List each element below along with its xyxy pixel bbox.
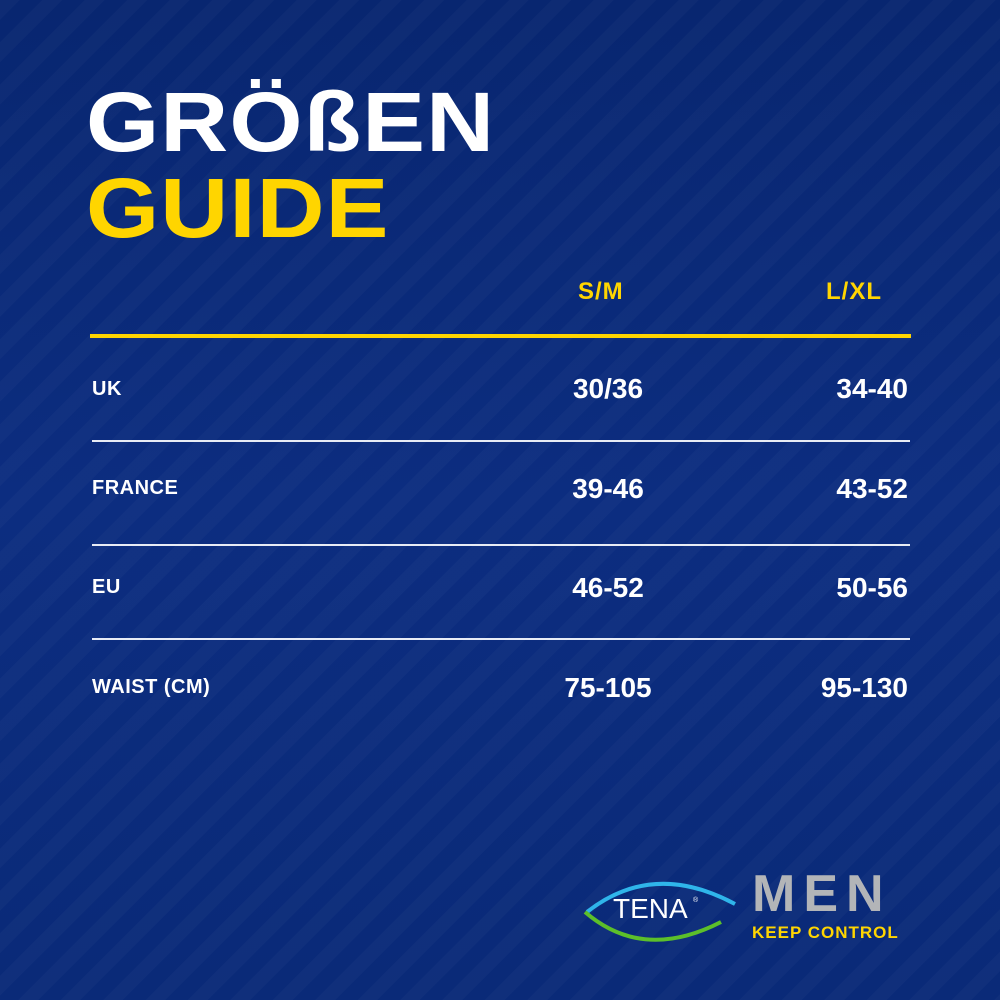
- value-s-m: 30/36: [572, 373, 644, 404]
- svg-text:®: ®: [693, 896, 699, 904]
- title-line-2: GUIDE: [86, 161, 390, 255]
- value-l-xl: 43-52: [836, 473, 908, 504]
- value-s-m: 75-105: [564, 672, 652, 703]
- header-divider: [90, 334, 911, 338]
- column-header-l-xl: L/XL: [826, 278, 882, 305]
- row-label: EU: [92, 576, 121, 598]
- tena-swoosh-icon: TENA ®: [583, 881, 736, 942]
- row-label: FRANCE: [92, 477, 179, 499]
- row-divider: [92, 544, 910, 546]
- column-header-s-m: S/M: [578, 278, 624, 305]
- brand-product: MEN: [752, 865, 892, 923]
- value-s-m: 39-46: [572, 473, 644, 504]
- title-line-1: GRÖßEN: [86, 75, 496, 169]
- value-s-m: 46-52: [572, 572, 644, 603]
- value-l-xl: 95-130: [820, 672, 908, 703]
- tena-logo-text: TENA: [613, 893, 688, 924]
- value-l-xl: 34-40: [836, 373, 908, 404]
- value-l-xl: 50-56: [836, 572, 908, 603]
- row-divider: [92, 440, 910, 442]
- brand-tagline: KEEP CONTROL: [752, 923, 899, 942]
- row-label: UK: [92, 378, 122, 400]
- row-divider: [92, 638, 910, 640]
- tena-logo: TENA ®: [583, 872, 743, 942]
- row-label: WAIST (CM): [92, 676, 211, 698]
